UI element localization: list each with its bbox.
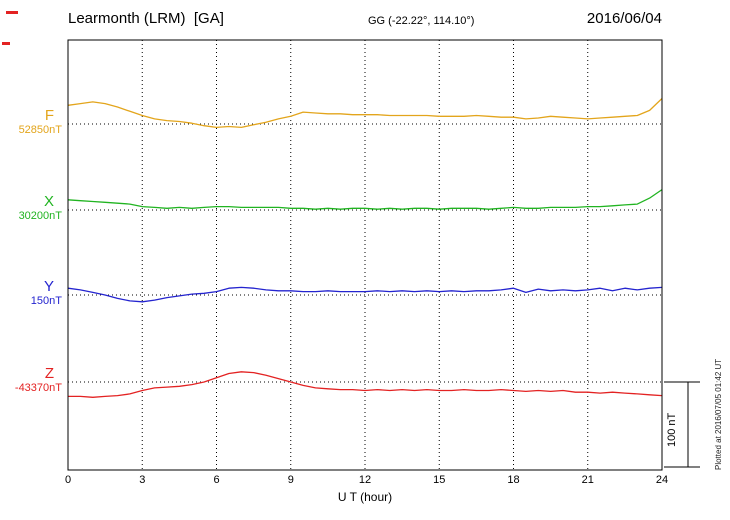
plotted-at-note: Plotted at 2016/07/05 01:42 UT — [714, 358, 723, 470]
x-tick-label-12: 12 — [358, 474, 372, 486]
geographic-coordinates: GG (-22.22°, 114.10°) — [368, 15, 475, 27]
x-tick-label-21: 21 — [581, 474, 594, 486]
stray-mark-top-left — [6, 11, 18, 14]
trace-Y — [67, 286, 663, 303]
series-name-y: Y — [43, 278, 54, 295]
plot-border — [67, 39, 663, 471]
series-baseline-value-f: 52850nT — [18, 124, 62, 136]
series-label-block-z: Z -43370nT — [4, 366, 62, 395]
scale-bar-label: 100 nT — [666, 412, 678, 447]
series-baseline-value-z: -43370nT — [14, 382, 62, 394]
x-tick-label-3: 3 — [139, 474, 146, 486]
series-baseline-value-x: 30200nT — [18, 210, 62, 222]
trace-X — [67, 189, 663, 210]
series-baseline-value-y: 150nT — [30, 295, 62, 307]
series-label-block-x: X 30200nT — [4, 194, 62, 223]
trace-Z — [68, 371, 663, 398]
x-tick-label-24: 24 — [655, 474, 669, 486]
x-tick-label-18: 18 — [507, 474, 520, 486]
stray-mark-left-edge — [2, 42, 10, 45]
x-tick-label-6: 6 — [213, 474, 220, 486]
trace-F — [67, 98, 663, 129]
series-name-x: X — [43, 193, 54, 210]
x-tick-label-0: 0 — [64, 474, 72, 486]
plot-date: 2016/06/04 — [586, 10, 662, 27]
x-tick-label-15: 15 — [433, 474, 446, 486]
station-title: Learmonth (LRM) [GA] — [68, 10, 224, 27]
series-name-f: F — [44, 107, 54, 124]
x-axis-title: U T (hour) — [337, 490, 393, 504]
series-label-block-y: Y 150nT — [4, 279, 62, 308]
x-tick-label-9: 9 — [287, 474, 294, 486]
series-label-block-f: F 52850nT — [4, 108, 62, 137]
series-name-z: Z — [44, 365, 54, 382]
